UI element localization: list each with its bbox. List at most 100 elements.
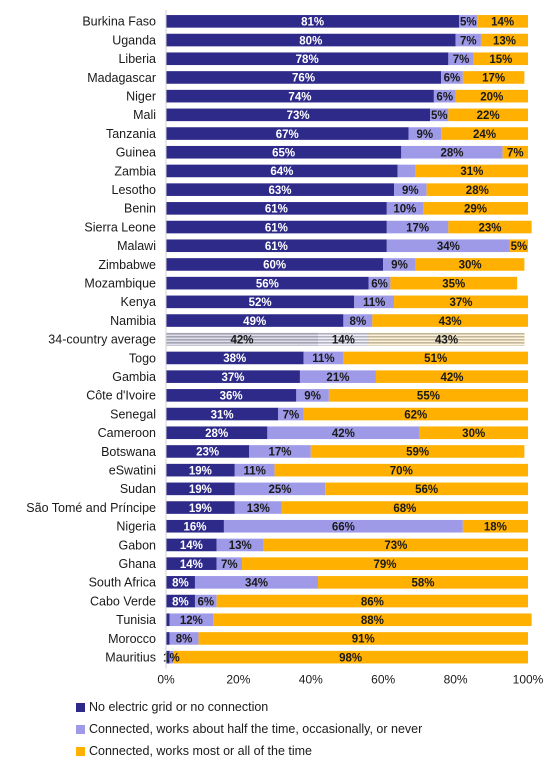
value-label-unreliable-cabo-verde: 6% <box>198 596 215 608</box>
bar-no-connection-zambia <box>166 164 398 178</box>
bar-reliable-gambia <box>375 370 528 383</box>
bar-unreliable-zambia <box>397 164 416 178</box>
bar-reliable-sudan <box>325 482 528 496</box>
category-label-eswatini: eSwatini <box>109 463 156 477</box>
bar-unreliable-south-africa <box>194 576 319 589</box>
category-label-togo: Togo <box>129 351 156 365</box>
bar-no-connection-senegal <box>166 407 279 421</box>
value-label-unreliable-guinea: 28% <box>440 147 463 159</box>
category-label-mauritius: Mauritius <box>105 650 156 664</box>
category-label-zimbabwe: Zimbabwe <box>98 258 156 272</box>
bar-no-connection-mozambique <box>166 276 369 290</box>
bar-reliable-tanzania <box>441 127 528 140</box>
bar-unreliable-guinea <box>401 145 503 159</box>
category-label-south-africa: South Africa <box>89 576 156 590</box>
bar-unreliable-cote-d-ivoire <box>296 389 329 402</box>
value-label-reliable-namibia: 43% <box>439 316 462 328</box>
bar-unreliable-eswatini <box>234 463 275 477</box>
category-label-gambia: Gambia <box>112 370 156 384</box>
value-label-unreliable-tunisia: 12% <box>180 615 203 627</box>
category-label-zambia: Zambia <box>114 164 156 178</box>
value-label-unreliable-gambia: 21% <box>326 372 349 384</box>
value-label-reliable-zambia: 31% <box>460 166 483 178</box>
category-label-cabo-verde: Cabo Verde <box>90 594 156 608</box>
bar-unreliable-kenya <box>354 295 395 309</box>
category-label-lesotho: Lesotho <box>112 183 157 197</box>
value-label-reliable-sao-tome-and-principe: 68% <box>393 503 416 515</box>
value-label-unreliable-cameroon: 42% <box>332 428 355 440</box>
value-label-reliable-cabo-verde: 86% <box>361 596 384 608</box>
bar-unreliable-ghana <box>216 557 243 570</box>
bar-reliable-cote-d-ivoire <box>328 389 528 402</box>
category-label-sudan: Sudan <box>120 482 156 496</box>
category-label-cote-d-ivoire: Côte d'Ivoire <box>86 389 156 403</box>
bar-reliable-zimbabwe <box>415 258 525 271</box>
value-label-no-connection-tanzania: 67% <box>276 129 299 141</box>
value-label-no-connection-togo: 38% <box>223 353 246 365</box>
x-tick-label-4: 80% <box>444 673 468 687</box>
value-label-unreliable-sudan: 25% <box>269 484 292 496</box>
bar-reliable-namibia <box>372 314 528 327</box>
value-label-unreliable-cote-d-ivoire: 9% <box>304 391 321 403</box>
value-label-unreliable-malawi: 34% <box>437 241 460 253</box>
value-label-no-connection-ghana: 14% <box>180 559 203 571</box>
category-label-benin: Benin <box>124 202 156 216</box>
bar-reliable-morocco <box>198 632 528 645</box>
value-label-unreliable-madagascar: 6% <box>444 73 461 85</box>
bar-no-connection-morocco <box>166 632 170 645</box>
bar-unreliable-senegal <box>278 407 304 421</box>
category-label-kenya: Kenya <box>121 295 156 309</box>
value-label-unreliable-nigeria: 66% <box>332 521 355 533</box>
bar-no-connection-tunisia <box>166 613 170 627</box>
value-label-no-connection-lesotho: 63% <box>269 185 292 197</box>
category-label-tunisia: Tunisia <box>116 613 156 627</box>
value-label-reliable-cameroon: 30% <box>462 428 485 440</box>
value-label-reliable-gambia: 42% <box>440 372 463 384</box>
bar-unreliable-benin <box>386 202 424 215</box>
category-label-34-country-average: 34-country average <box>48 333 156 347</box>
bar-reliable-uganda <box>480 33 528 47</box>
bar-reliable-guinea <box>502 145 528 159</box>
value-label-unreliable-namibia: 8% <box>350 316 367 328</box>
value-labels: 81% 5% 14% 80% 7% 13% 78% 7% 15% 76% 6% 17% 74% 6% 20%… <box>163 17 527 665</box>
value-label-unreliable-burkina-faso: 5% <box>460 17 477 29</box>
value-label-no-connection-south-africa: 8% <box>172 578 189 590</box>
value-label-reliable-guinea: 7% <box>507 147 524 159</box>
bar-reliable-botswana <box>310 445 525 458</box>
value-label-reliable-botswana: 59% <box>406 447 429 459</box>
value-label-unreliable-tanzania: 9% <box>417 129 434 141</box>
bar-reliable-tunisia <box>213 613 532 627</box>
bar-unreliable-liberia <box>448 52 474 66</box>
bar-no-connection-nigeria <box>166 519 224 533</box>
legend-label-unreliable: Connected, works about half the time, oc… <box>89 722 423 736</box>
bar-no-connection-mali <box>166 108 431 122</box>
value-label-unreliable-mozambique: 6% <box>371 278 388 290</box>
value-label-reliable-togo: 51% <box>424 353 447 365</box>
value-label-unreliable-eswatini: 11% <box>243 465 265 477</box>
bar-unreliable-zimbabwe <box>383 258 416 271</box>
value-label-no-connection-34-country-average: 42% <box>231 334 254 346</box>
value-label-no-connection-madagascar: 76% <box>292 73 315 85</box>
category-label-sierra-leone: Sierra Leone <box>84 220 156 234</box>
value-label-reliable-eswatini: 70% <box>390 465 413 477</box>
value-label-unreliable-sao-tome-and-principe: 13% <box>247 503 270 515</box>
value-label-reliable-morocco: 91% <box>352 634 375 646</box>
value-label-no-connection-cameroon: 28% <box>205 428 228 440</box>
bar-no-connection-niger <box>166 89 434 103</box>
bar-reliable-madagascar <box>462 71 525 84</box>
value-label-unreliable-mauritius: 1% <box>163 652 180 664</box>
category-label-mali: Mali <box>133 108 156 122</box>
value-label-unreliable-zimbabwe: 9% <box>391 260 408 272</box>
category-label-gabon: Gabon <box>118 538 156 552</box>
value-label-unreliable-gabon: 13% <box>229 540 252 552</box>
value-label-unreliable-34-country-average: 14% <box>332 334 355 346</box>
value-label-no-connection-burkina-faso: 81% <box>301 17 324 29</box>
value-label-no-connection-malawi: 61% <box>265 241 288 253</box>
category-labels: Burkina Faso Uganda Liberia Madagascar Niger… <box>26 15 156 665</box>
value-label-unreliable-sierra-leone: 17% <box>406 222 429 234</box>
value-label-reliable-34-country-average: 43% <box>435 334 458 346</box>
bar-no-connection-togo <box>166 351 304 365</box>
bar-reliable-mali <box>448 108 528 122</box>
legend-item-no-connection: No electric grid or no connection <box>76 696 546 718</box>
bar-reliable-togo <box>343 351 528 365</box>
